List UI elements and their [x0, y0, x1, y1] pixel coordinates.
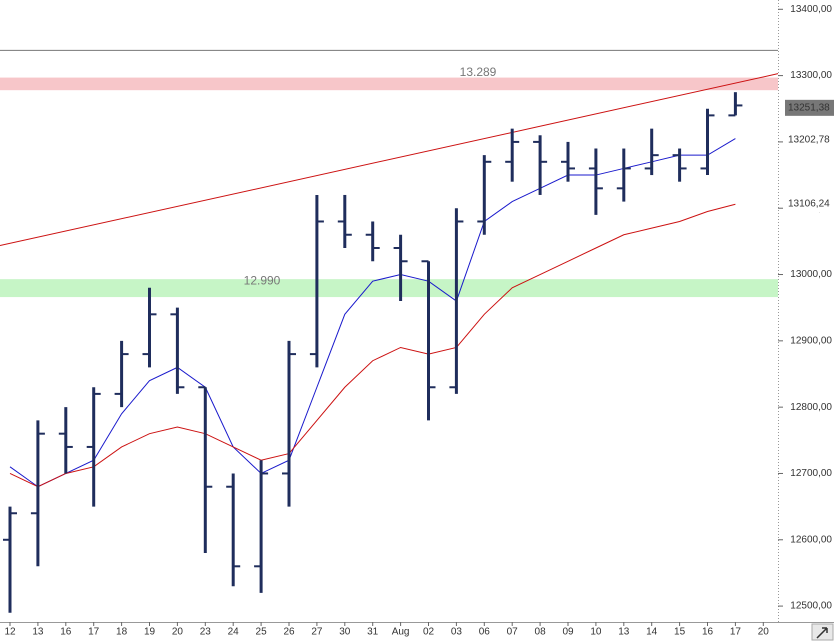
y-tick-label: 13400,00	[790, 4, 832, 15]
price-tag-label: 13251,38	[788, 102, 830, 113]
x-tick-label: 17	[730, 627, 742, 638]
price-tag-label: 13202,78	[788, 135, 830, 146]
y-tick-label: 13000,00	[790, 269, 832, 280]
price-tag-label: 13106,24	[788, 199, 830, 210]
ohlc-bar	[365, 221, 380, 262]
ohlc-bar	[58, 407, 73, 474]
ohlc-bar	[309, 194, 324, 368]
y-tick-label: 12900,00	[790, 335, 832, 346]
x-tick-label: 15	[674, 627, 686, 638]
price-tag-box	[785, 196, 834, 213]
price-tag-box	[785, 99, 834, 116]
ohlc-bar	[226, 473, 241, 587]
ohlc-bar	[142, 287, 157, 368]
ohlc-bar	[644, 128, 659, 176]
zone	[0, 279, 778, 298]
price-tag-box	[785, 132, 834, 149]
ohlc-bar	[421, 260, 436, 421]
x-tick-label: 06	[479, 627, 491, 638]
ohlc-bar	[672, 148, 687, 182]
ohlc-bar	[728, 92, 743, 117]
x-tick-label: 03	[451, 627, 463, 638]
trendline	[0, 73, 779, 247]
ohlc-bar	[533, 135, 548, 195]
ohlc-bar	[477, 155, 492, 235]
x-tick-label: 13	[32, 627, 44, 638]
ohlc-bar	[337, 194, 352, 249]
ohlc-bar	[114, 340, 129, 408]
x-tick-label: 14	[646, 627, 658, 638]
zone	[0, 77, 778, 91]
x-tick-label: 23	[200, 627, 212, 638]
x-tick-label: 18	[116, 627, 128, 638]
x-tick-label: 12	[4, 627, 16, 638]
x-tick-label: 24	[228, 627, 240, 638]
x-tick-label: 20	[758, 627, 770, 638]
ohlc-bar	[86, 387, 101, 507]
y-tick-label: 12500,00	[790, 601, 832, 612]
x-tick-label: 07	[507, 627, 519, 638]
ohlc-bar	[254, 460, 269, 593]
x-tick-label: 25	[256, 627, 268, 638]
moving-average-line	[9, 138, 736, 488]
ohlc-bar	[561, 141, 575, 182]
x-tick-label: 02	[423, 627, 435, 638]
x-tick-label: 19	[144, 627, 156, 638]
y-tick-label: 12700,00	[790, 468, 832, 479]
ohlc-bar	[30, 420, 45, 567]
y-tick-label: 13300,00	[790, 70, 832, 81]
x-tick-label: 20	[172, 627, 184, 638]
y-tick-label: 12600,00	[790, 534, 832, 545]
ohlc-bar	[198, 386, 213, 554]
x-tick-label: 27	[311, 627, 323, 638]
zone-label: 13.289	[460, 65, 497, 79]
x-tick-label: 30	[339, 627, 351, 638]
x-tick-label: 26	[283, 627, 295, 638]
corner-button[interactable]	[811, 623, 834, 641]
ohlc-bar	[170, 307, 185, 394]
y-tick-label: 12800,00	[790, 402, 832, 413]
ohlc-bar	[700, 108, 715, 176]
moving-average-line	[9, 203, 736, 488]
ohlc-bar	[3, 506, 17, 613]
ohlc-bar	[588, 148, 603, 215]
x-tick-label: 16	[60, 627, 72, 638]
ohlc-bar	[393, 234, 408, 302]
x-tick-label: 08	[535, 627, 547, 638]
x-tick-label: 13	[618, 627, 630, 638]
ohlc-bar	[505, 128, 520, 182]
ohlc-bar	[449, 208, 464, 394]
x-tick-label: Aug	[392, 627, 410, 638]
ohlc-bar	[616, 148, 631, 202]
x-tick-label: 31	[367, 627, 379, 638]
zone-label: 12.990	[244, 273, 281, 287]
ohlc-bar	[282, 340, 296, 507]
x-tick-label: 10	[590, 627, 602, 638]
x-tick-label: 09	[562, 627, 574, 638]
x-tick-label: 17	[88, 627, 100, 638]
x-tick-label: 16	[702, 627, 714, 638]
